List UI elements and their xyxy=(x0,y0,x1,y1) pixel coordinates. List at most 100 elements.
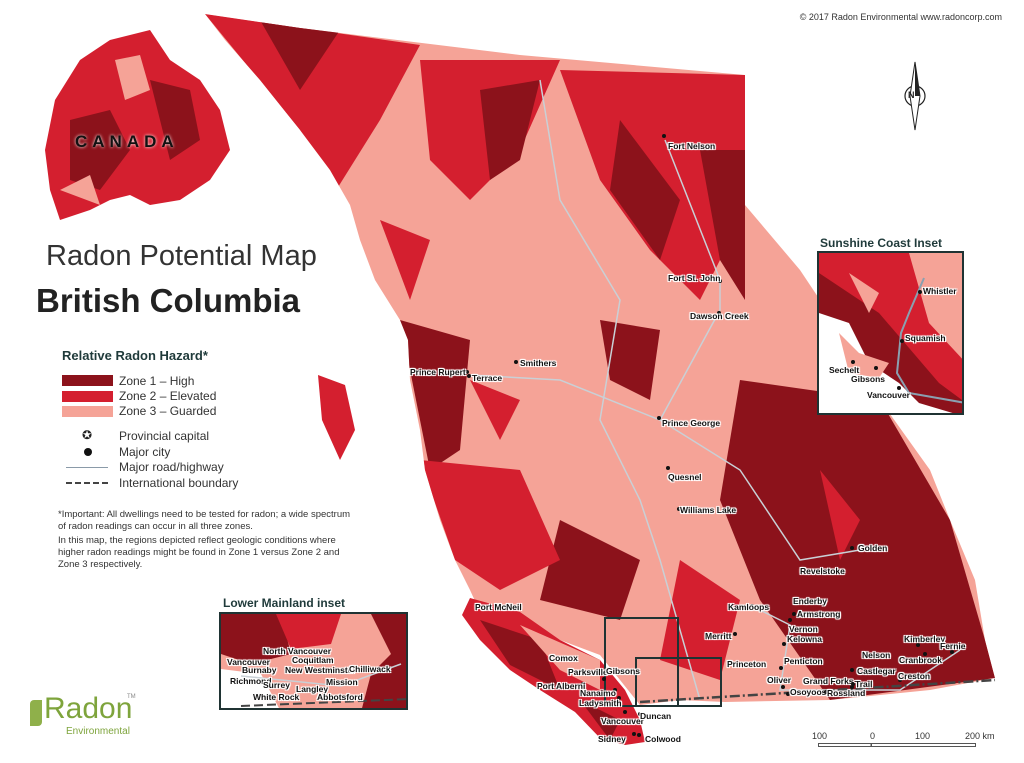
city-kamloops: Kamloops xyxy=(728,602,770,612)
city-williams-lake: Williams Lake xyxy=(680,505,737,515)
city-label: Major city xyxy=(119,445,171,459)
zone3-swatch xyxy=(62,406,113,417)
city-fort-st-john: Fort St. John xyxy=(668,273,721,283)
city-duncan: Duncan xyxy=(640,711,672,721)
city-gibsons: Gibsons xyxy=(606,666,641,676)
map-title: Radon Potential Map xyxy=(46,240,317,272)
scale-label: 200 km xyxy=(965,731,995,741)
city-dot-icon xyxy=(898,678,902,682)
city-surrey: Surrey xyxy=(263,680,290,690)
city-terrace: Terrace xyxy=(472,373,503,383)
city-dot-icon xyxy=(792,612,796,616)
city-dot-icon xyxy=(717,311,721,315)
city-dot-icon xyxy=(824,690,828,694)
city-prince-rupert: Prince Rupert xyxy=(410,367,466,377)
city-dot-icon xyxy=(503,605,507,609)
city-fort-nelson: Fort Nelson xyxy=(668,141,716,151)
city-dot-icon xyxy=(793,601,797,605)
lower-mainland-inset-outline xyxy=(635,657,722,707)
city-prince-george: Prince George xyxy=(662,418,721,428)
city-dot-icon xyxy=(733,632,737,636)
city-dot-icon xyxy=(782,642,786,646)
city-dot-icon xyxy=(638,712,642,716)
city-dot-icon xyxy=(746,662,750,666)
city-vancouver: Vancouver xyxy=(867,390,910,400)
city-nelson: Nelson xyxy=(862,650,891,660)
international-boundary xyxy=(639,678,996,704)
north-arrow xyxy=(904,61,926,131)
city-dot-icon xyxy=(657,416,661,420)
city-mission: Mission xyxy=(326,677,358,687)
city-dot-icon xyxy=(632,732,636,736)
city-dot-icon xyxy=(750,604,754,608)
legend-note-1: *Important: All dwellings need to be tes… xyxy=(58,509,351,532)
city-rossland: Rossland xyxy=(827,688,866,698)
city-kelowna: Kelowna xyxy=(787,634,822,644)
city-vernon: Vernon xyxy=(789,624,818,634)
city-dot-icon xyxy=(862,653,866,657)
city-fernie: Fernie xyxy=(940,641,966,651)
city-comox: Comox xyxy=(549,653,578,663)
city-vancouver-lm: Vancouver xyxy=(227,657,270,667)
city-port-alberni: Port Alberni xyxy=(537,681,586,691)
boundary-label: International boundary xyxy=(119,476,239,490)
lower-mainland-inset-map xyxy=(221,614,406,708)
dot-icon xyxy=(84,448,92,456)
city-dot-icon xyxy=(465,370,469,374)
city-dot-icon xyxy=(916,643,920,647)
city-dot-icon xyxy=(779,666,783,670)
scale-label: 0 xyxy=(870,731,876,741)
dash-dot-line-icon xyxy=(66,482,108,484)
city-dot-icon xyxy=(850,668,854,672)
city-dot-icon xyxy=(788,618,792,622)
city-smithers: Smithers xyxy=(520,358,557,368)
city-squamish: Squamish xyxy=(905,333,946,343)
city-castlegar: Castlegar xyxy=(857,666,896,676)
city-dot-icon xyxy=(851,682,855,686)
city-colwood: Colwood xyxy=(645,734,681,744)
haida-gwaii xyxy=(318,375,355,460)
city-cranbrook: Cranbrook xyxy=(899,655,942,665)
zone1-swatch xyxy=(62,375,113,386)
lower-mainland-inset: North Vancouver Vancouver Coquitlam Burn… xyxy=(219,612,408,710)
city-sidney: Sidney xyxy=(598,734,626,744)
city-gibsons: Gibsons xyxy=(851,374,886,384)
city-dot-icon xyxy=(718,279,722,283)
city-dot-icon xyxy=(632,671,636,675)
city-dawson-creek: Dawson Creek xyxy=(690,311,749,321)
city-creston: Creston xyxy=(898,671,931,681)
city-parksville: Parksville xyxy=(568,667,608,677)
city-richmond: Richmond xyxy=(230,676,272,686)
legend-title: Relative Radon Hazard* xyxy=(62,348,208,363)
city-dot-icon xyxy=(617,696,621,700)
city-burnaby: Burnaby xyxy=(242,665,277,675)
city-nanaimo: Nanaimo xyxy=(580,688,616,698)
city-dot-icon xyxy=(514,360,518,364)
city-dot-icon xyxy=(602,677,606,681)
city-oliver: Oliver xyxy=(767,675,792,685)
city-sechelt: Sechelt xyxy=(829,365,860,375)
city-port-mcneil: Port McNeil xyxy=(475,602,522,612)
lower-mainland-inset-title: Lower Mainland inset xyxy=(223,596,346,610)
canada-label: CANADA xyxy=(75,132,179,151)
zone3-label: Zone 3 – Guarded xyxy=(119,404,217,418)
scale-label: 100 xyxy=(812,731,828,741)
city-dot-icon xyxy=(574,657,578,661)
city-revelstoke: Revelstoke xyxy=(800,566,845,576)
city-osoyoos: Osoyoos xyxy=(790,687,827,697)
city-armstrong: Armstrong xyxy=(797,609,841,619)
north-arrow-label: N xyxy=(908,90,915,100)
road-label: Major road/highway xyxy=(119,460,224,474)
city-dot-icon xyxy=(950,650,954,654)
copyright: © 2017 Radon Environmental www.radoncorp… xyxy=(799,12,1002,22)
city-dot-icon xyxy=(666,466,670,470)
city-dot-icon xyxy=(850,685,854,689)
city-dot-icon xyxy=(781,685,785,689)
capital-label: Provincial capital xyxy=(119,429,210,443)
city-new-westminster: New Westminster xyxy=(285,665,356,675)
city-dot-icon xyxy=(623,710,627,714)
city-langley: Langley xyxy=(296,684,329,694)
sunshine-inset: Whistler Squamish Sechelt Gibsons Vancou… xyxy=(817,251,964,415)
scale-label: 100 xyxy=(915,731,931,741)
zone1-label: Zone 1 – High xyxy=(119,374,195,388)
